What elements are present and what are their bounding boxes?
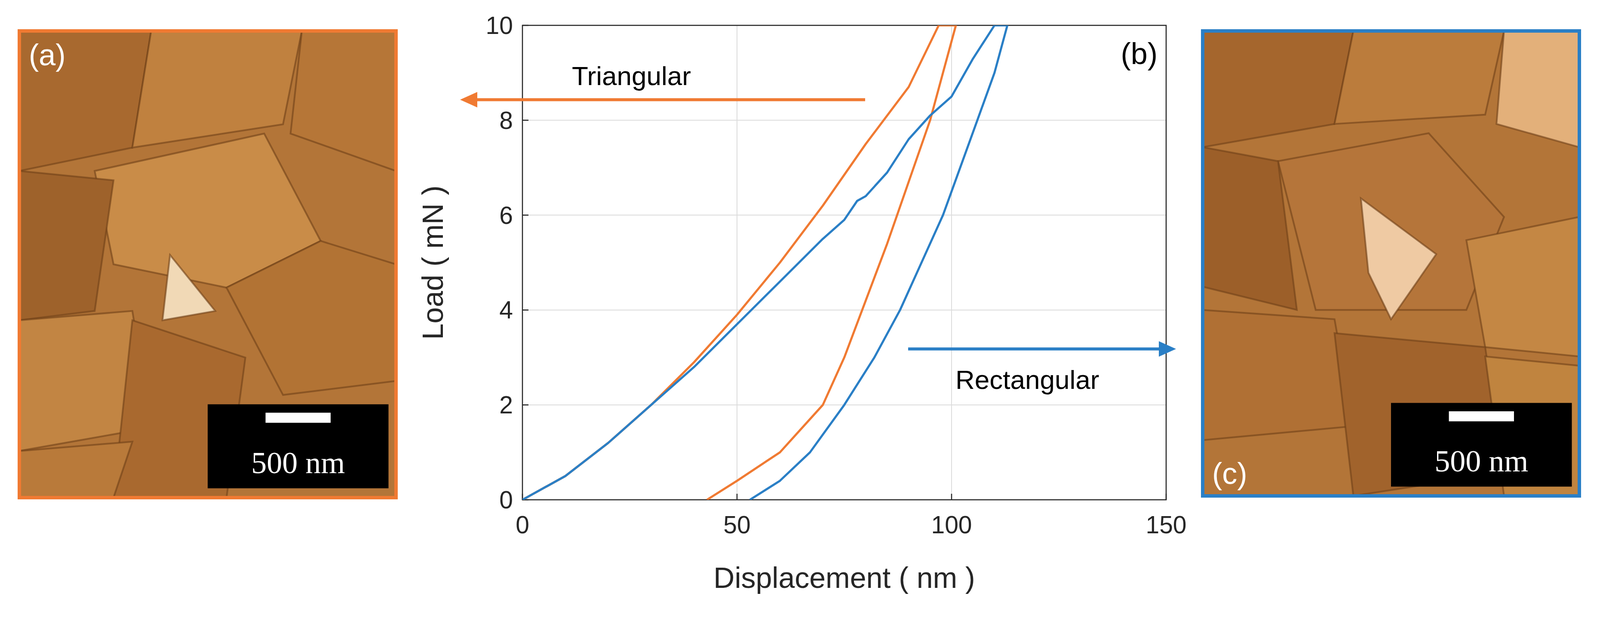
scale-bar (265, 412, 331, 423)
grid-line (522, 119, 1167, 121)
series-label: Rectangular (955, 365, 1100, 395)
image-frame (19, 30, 397, 498)
image-ground (1202, 30, 1580, 497)
plot-background (522, 25, 1167, 501)
tick-label: 6 (499, 201, 513, 230)
scale-bar (1449, 411, 1515, 422)
image-frame (1202, 30, 1580, 497)
figure: (a) 500 nm (c) 500 nm 0 50 100 150 0 2 4 6 8 10 Displa… (0, 0, 1600, 633)
grain (19, 171, 114, 321)
series-label: Triangular (571, 61, 691, 91)
afm-image (1202, 30, 1580, 497)
tick-label: 0 (515, 511, 530, 539)
grain (19, 30, 152, 172)
panel-label: (c) (1212, 457, 1248, 491)
tick (951, 494, 953, 501)
arrow (908, 347, 1164, 351)
axis-title: Load ( mN ) (416, 185, 449, 341)
plot-frame (522, 25, 1167, 501)
tick (736, 494, 738, 501)
grain (1466, 217, 1580, 357)
grain (162, 254, 216, 321)
scale-bar-box (1391, 403, 1572, 488)
tick-label: 0 (499, 486, 513, 514)
load-curve (522, 25, 1008, 501)
grid-line (522, 309, 1167, 311)
arrow (472, 98, 866, 102)
tick (522, 309, 529, 311)
grid-line (522, 214, 1167, 216)
tick-label: 2 (499, 391, 513, 419)
tick-label: 4 (499, 296, 513, 324)
tick-label: 150 (1145, 511, 1187, 539)
tick (522, 404, 529, 406)
scale-bar-box (207, 404, 389, 489)
grain (1202, 147, 1297, 311)
grain (19, 442, 133, 498)
tick (522, 119, 529, 122)
panel-label: (a) (28, 38, 66, 72)
tick-label: 50 (723, 511, 751, 539)
tick (522, 214, 529, 216)
arrow-head (460, 92, 478, 108)
grain (1334, 30, 1505, 124)
arrow-head (1158, 341, 1177, 357)
tick-label: 10 (485, 11, 513, 40)
tick-label: 100 (930, 511, 972, 539)
load-curve (522, 25, 956, 501)
image-ground (19, 30, 397, 498)
curves (522, 25, 1008, 501)
scale-bar-label: 500 nm (1434, 444, 1529, 479)
grain (132, 30, 302, 148)
scale-bar-label: 500 nm (251, 445, 345, 481)
axis-title: Displacement ( nm ) (713, 561, 975, 595)
afm-image (19, 30, 397, 498)
grain (226, 241, 397, 396)
tick-label: 8 (499, 106, 513, 135)
grain (290, 30, 397, 172)
grain (1360, 198, 1437, 320)
grain (1202, 310, 1354, 441)
panel-label: (b) (1120, 36, 1158, 71)
grain (1496, 30, 1580, 148)
grid-line (736, 25, 738, 501)
grain (1202, 30, 1354, 148)
